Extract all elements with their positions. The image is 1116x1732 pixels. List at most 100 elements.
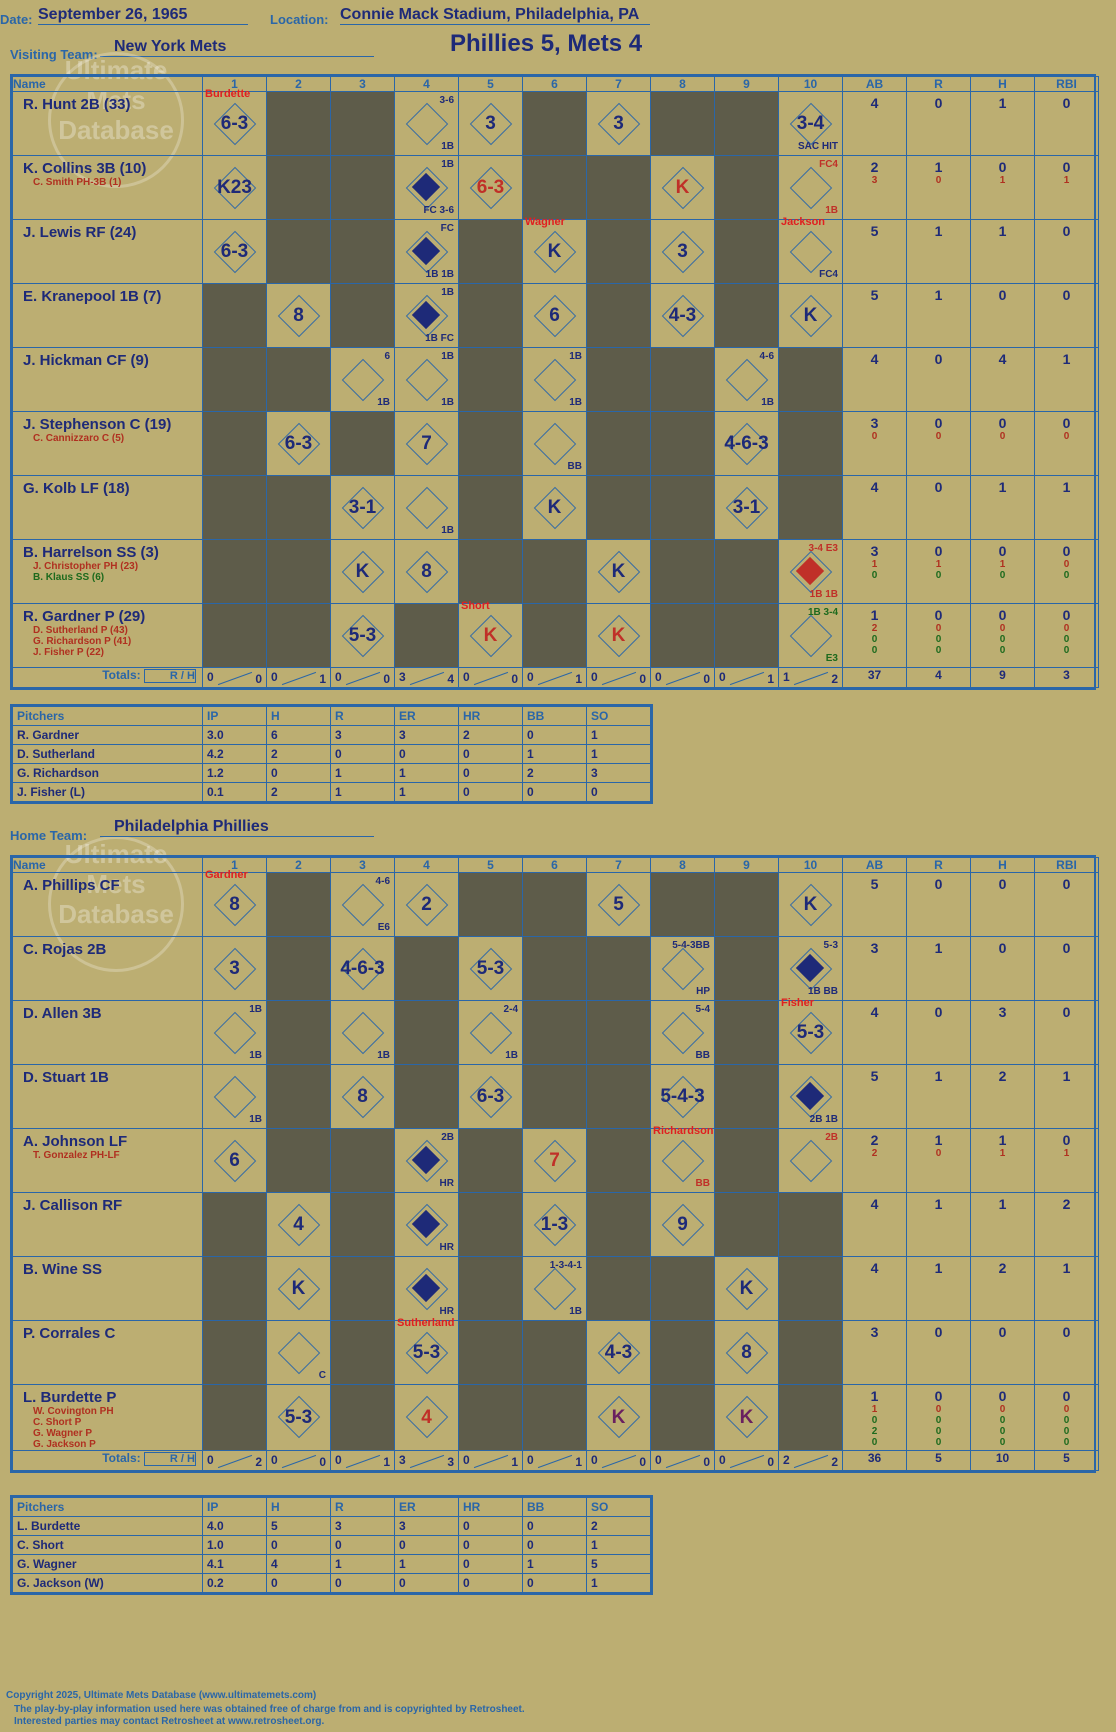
play-cell (522, 1384, 587, 1451)
pitcher-stat: 2 (522, 763, 587, 783)
play-cell: 8 Gardner (202, 869, 267, 937)
play-note-bottom: SAC HIT (798, 141, 838, 152)
batter-cell: G. Kolb LF (18) (12, 475, 203, 540)
play-note-top: 4-6 (759, 351, 774, 362)
name-header: Name (12, 76, 203, 92)
batter-cell: R. Hunt 2B (33) (12, 91, 203, 156)
play-note-bottom: BB (695, 1178, 710, 1189)
r-cell: 0 (906, 91, 971, 156)
play-result: 3 (229, 957, 240, 979)
play-cell: C (266, 1320, 331, 1385)
batter-name: C. Rojas 2B (23, 941, 107, 958)
play-note-top: 1-3-4-1 (549, 1260, 582, 1271)
r-header: R (906, 857, 971, 873)
base-diamond (469, 1011, 513, 1055)
pitcher-row: D. Sutherland 4.2 2 0 0 0 1 1 (12, 744, 651, 764)
play-cell (586, 1128, 651, 1193)
play-note-bottom: E6 (377, 922, 390, 933)
visiting-team: New York Mets (100, 38, 374, 57)
play-note-top: 1B (569, 351, 582, 362)
r-value: 1 (934, 1196, 943, 1212)
h-sub-value: 0 (999, 623, 1006, 634)
h-cell: 1 (970, 91, 1035, 156)
play-cell (714, 155, 779, 220)
r-cell: 1 (906, 936, 971, 1001)
ab-value: 5 (870, 223, 879, 239)
play-cell (266, 347, 331, 412)
table-row: K. Collins 3B (10) C. Smith PH-3B (1) K23 1… (12, 155, 1099, 220)
rbi-sub-value: 0 (1063, 1426, 1070, 1437)
table-row: R. Gardner P (29) D. Sutherland P (43) G. … (12, 600, 1099, 668)
pitcher-stat: 0.2 (202, 1573, 267, 1593)
play-cell: 5-3 (458, 936, 523, 1001)
play-result: 5-3 (412, 1341, 441, 1363)
r-cell: 1 (906, 219, 971, 284)
play-cell (458, 539, 523, 604)
pitcher-stat: 0 (458, 744, 523, 764)
ab-cell: 4 (842, 1192, 907, 1257)
batter-name: B. Harrelson SS (3) (23, 544, 159, 561)
substitute-name: G. Jackson P (33, 1439, 96, 1450)
batter-name: G. Kolb LF (18) (23, 480, 130, 497)
play-cell (266, 539, 331, 604)
play-cell: 6-3 (458, 1064, 523, 1129)
pitcher-col-header: R (330, 1497, 395, 1517)
pitcher-col-header: SO (586, 1497, 651, 1517)
substitute-name: C. Short P (33, 1417, 82, 1428)
play-cell (458, 283, 523, 348)
play-cell (202, 283, 267, 348)
rbi-cell: 0 (1034, 219, 1099, 284)
play-note-bottom: FC4 (819, 269, 838, 280)
r-cell: 0 (906, 347, 971, 412)
play-result: 7 (549, 1149, 560, 1171)
r-value: 0 (934, 351, 943, 367)
batter-cell: B. Harrelson SS (3) J. Christopher PH (23… (12, 539, 203, 604)
inning-header: 6 (522, 76, 587, 92)
rbi-sub-value: 0 (1063, 634, 1070, 645)
rbi-cell: 0 (1034, 283, 1099, 348)
rbi-cell: 0 (1034, 872, 1099, 937)
rbi-header: RBI (1034, 857, 1099, 873)
r-value: 1 (934, 287, 943, 303)
play-note-top: 2B (825, 1132, 838, 1143)
play-note-top: FC (440, 223, 454, 234)
play-cell (778, 1192, 843, 1257)
play-cell (650, 91, 715, 156)
play-cell (714, 603, 779, 668)
inning-runs: 0 (271, 1453, 278, 1467)
home-team: Philadelphia Phillies (100, 818, 374, 837)
pitcher-stat: 2 (458, 725, 523, 745)
play-cell: 5-3 1B BB (778, 936, 843, 1001)
play-note-top: 1B 3-4 (807, 607, 838, 618)
ab-value: 3 (870, 1324, 879, 1340)
pitcher-col-header: ER (394, 706, 459, 726)
batter-cell: J. Hickman CF (9) (12, 347, 203, 412)
pitcher-name: R. Gardner (12, 725, 203, 745)
play-cell (330, 1256, 395, 1321)
ab-cell: 4 (842, 1256, 907, 1321)
play-cell: 4-3 (586, 1320, 651, 1385)
play-cell (330, 155, 395, 220)
batter-cell: J. Stephenson C (19) C. Cannizzaro C (5) (12, 411, 203, 476)
base-diamond (341, 883, 385, 927)
r-value: 0 (934, 479, 943, 495)
play-cell: 5 (586, 872, 651, 937)
play-cell: 6-3 (266, 411, 331, 476)
substitute-name: J. Christopher PH (23) (33, 561, 139, 572)
play-cell: 1-3-4-1 1B (522, 1256, 587, 1321)
play-cell: 2-4 1B (458, 1000, 523, 1065)
pitcher-stat: 1 (394, 763, 459, 783)
pitcher-stat: 1 (586, 1573, 651, 1593)
r-sub-value: 0 (935, 431, 942, 442)
play-cell: 8 (266, 283, 331, 348)
play-cell (586, 1256, 651, 1321)
rbi-value: 0 (1062, 607, 1071, 623)
inning-hits: 0 (703, 672, 710, 686)
ab-cell: 4 (842, 347, 907, 412)
